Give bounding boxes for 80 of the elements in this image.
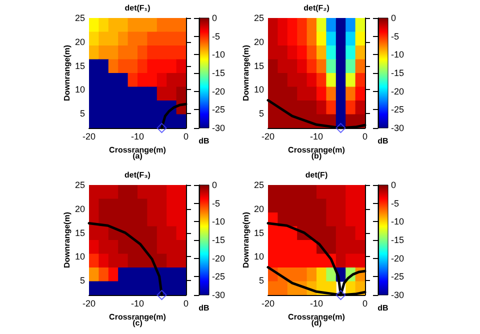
- y-tick-label: 20: [74, 204, 85, 214]
- x-axis-title: Crossrange(m): [288, 145, 346, 154]
- color-bar-label: -10: [212, 50, 226, 60]
- y-tick-label: 25: [74, 180, 85, 190]
- x-tick-label: -10: [310, 132, 324, 142]
- x-tick-label: 0: [362, 298, 368, 308]
- color-bar-label: -20: [212, 86, 226, 96]
- x-tick-label: -10: [130, 132, 144, 142]
- y-tick-label: 5: [80, 276, 85, 286]
- color-bar-label: -30: [391, 123, 404, 133]
- y-tick-label: 10: [254, 84, 264, 95]
- y-tick-label: 25: [74, 13, 85, 23]
- x-axis-title: Crossrange(m): [109, 312, 166, 322]
- x-axis-title: Crossrange(m): [288, 312, 346, 322]
- y-tick-label: 10: [74, 84, 85, 95]
- y-tick-label: 10: [254, 252, 264, 262]
- y-tick-label: 20: [254, 204, 264, 214]
- chart-title: det(F): [305, 170, 328, 180]
- color-bar-label: 0: [391, 180, 396, 190]
- x-tick-label: -20: [82, 132, 96, 142]
- y-axis-title: Downrange(m): [62, 212, 72, 268]
- y-tick-label: 15: [254, 60, 264, 71]
- y-tick-label: 15: [74, 60, 85, 71]
- y-axis-title: Downrange(m): [242, 44, 251, 101]
- y-tick-label: 20: [254, 36, 264, 47]
- color-bar-label: -5: [391, 31, 400, 42]
- color-bar-label: -15: [391, 235, 404, 245]
- color-bar-title: dB: [198, 304, 210, 312]
- color-bar-label: -20: [212, 253, 226, 264]
- x-tick-label: -20: [82, 298, 96, 308]
- x-tick-label: -10: [310, 298, 324, 308]
- color-bar-label: -15: [212, 235, 226, 245]
- color-bar-label: -5: [391, 198, 400, 208]
- color-bar-label: -10: [391, 50, 404, 60]
- color-bar-label: -5: [212, 198, 220, 208]
- color-bar-label: -30: [391, 290, 404, 300]
- x-tick-label: 0: [183, 298, 189, 308]
- color-bar-label: -30: [212, 290, 226, 300]
- y-tick-label: 10: [74, 252, 85, 262]
- color-bar-label: -25: [212, 104, 226, 115]
- text: (a): [132, 152, 143, 160]
- color-bar-label: -15: [212, 68, 226, 78]
- x-tick-label: 0: [362, 132, 368, 142]
- y-tick-label: 5: [258, 276, 264, 286]
- color-bar-label: -25: [391, 272, 404, 282]
- x-tick-label: -20: [261, 132, 275, 142]
- color-bar-label: -30: [212, 123, 226, 133]
- color-bar-label: -25: [212, 272, 226, 282]
- color-bar-label: -5: [212, 31, 220, 42]
- text: (c): [132, 318, 143, 328]
- x-tick-label: 0: [183, 132, 189, 142]
- color-bar-label: -10: [391, 216, 404, 227]
- color-bar-label: 0: [212, 180, 218, 190]
- color-bar-label: -15: [391, 68, 404, 78]
- y-axis-title: Downrange(m): [242, 212, 251, 268]
- x-axis-title: Crossrange(m): [109, 145, 166, 154]
- y-tick-label: 5: [258, 108, 264, 119]
- text: (d): [311, 318, 322, 328]
- x-tick-label: -10: [130, 298, 144, 308]
- y-tick-label: 25: [254, 13, 264, 23]
- color-bar-label: -20: [391, 86, 404, 96]
- color-bar-label: -10: [212, 216, 226, 227]
- color-bar-label: -25: [391, 104, 404, 115]
- text: (b): [311, 152, 322, 160]
- y-tick-label: 15: [74, 228, 85, 238]
- chart-title: det(F₂): [304, 4, 330, 12]
- color-bar-label: 0: [391, 13, 396, 23]
- color-bar-label: 0: [212, 13, 218, 23]
- color-bar-title: dB: [378, 304, 389, 312]
- color-bar-title: dB: [378, 136, 389, 146]
- x-tick-label: -20: [261, 298, 275, 308]
- chart-title: det(F₃): [124, 170, 151, 180]
- y-tick-label: 15: [254, 228, 264, 238]
- y-tick-label: 25: [254, 180, 264, 190]
- color-bar-title: dB: [198, 136, 210, 146]
- y-tick-label: 5: [80, 108, 85, 119]
- y-axis-title: Downrange(m): [62, 44, 72, 101]
- color-bar-label: -20: [391, 253, 404, 264]
- chart-title: det(F₁): [124, 4, 151, 12]
- y-tick-label: 20: [74, 36, 85, 47]
